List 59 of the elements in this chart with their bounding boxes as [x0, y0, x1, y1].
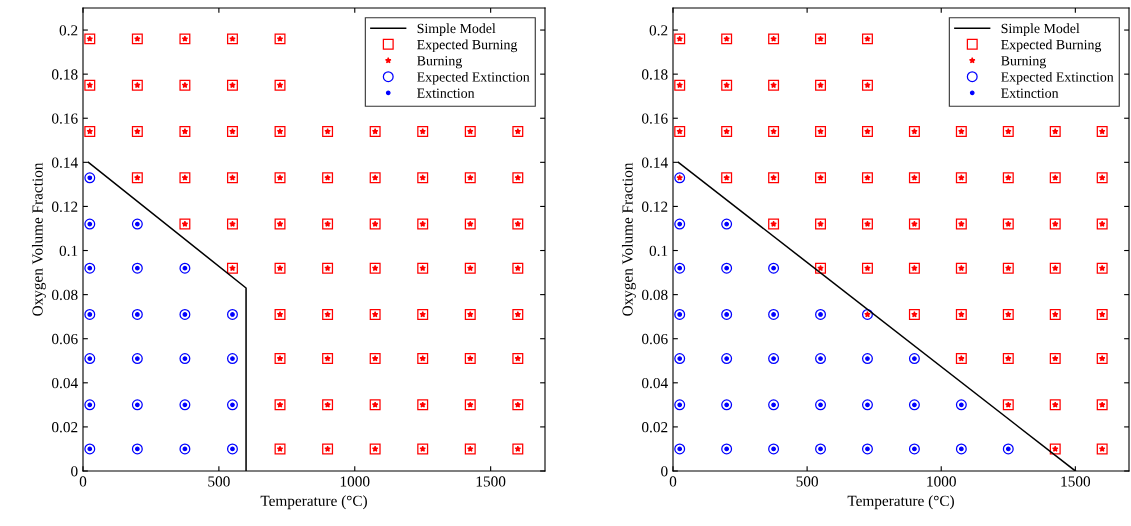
y-tick-label: 0.18 [641, 69, 668, 80]
y-tick-label: 0 [71, 466, 78, 477]
point [768, 262, 780, 274]
legend-label: Expected Extinction [417, 71, 530, 85]
legend-label: Simple Model [1001, 23, 1080, 36]
point [674, 308, 686, 320]
legend-label: Extinction [417, 88, 475, 98]
y-tick-label: 0.12 [51, 201, 78, 212]
y-tick-label: 0.18 [51, 69, 78, 80]
y-tick-label: 0.04 [51, 377, 78, 389]
y-tick-label: 0.12 [641, 201, 668, 212]
legend-label: Extinction [1001, 88, 1059, 98]
y-tick-label: 0.06 [51, 333, 78, 345]
point [815, 308, 827, 320]
x-tick-label: 1000 [927, 476, 956, 487]
x-tick-label: 1500 [1061, 476, 1091, 487]
point [861, 443, 873, 455]
x-tick-label: 0 [669, 476, 677, 487]
y-tick-label: 0.14 [641, 157, 668, 168]
legend-label: Burning [417, 56, 462, 69]
legend-label: Expected Extinction [1001, 71, 1114, 85]
point [226, 353, 238, 365]
x-tick-label: 0 [79, 476, 87, 487]
y-tick-label: 0.08 [641, 289, 668, 301]
y-tick-label: 0.04 [641, 377, 668, 389]
legend-label: Simple Model [417, 23, 496, 36]
legend-label: Burning [1001, 56, 1046, 69]
y-tick-label: 0.06 [641, 333, 668, 345]
y-tick-label: 0.2 [649, 25, 668, 36]
legend-label: Expected Burning [1001, 39, 1102, 53]
y-tick-label: 0.16 [641, 113, 668, 124]
y-tick-label: 0.02 [641, 422, 668, 433]
x-tick-label: 500 [796, 476, 818, 487]
x-axis-title: Temperature (°C) [847, 495, 954, 510]
point [908, 443, 920, 455]
y-tick-label: 0.1 [59, 245, 78, 257]
x-tick-label: 500 [208, 476, 230, 487]
point [721, 308, 733, 320]
y-axis-title: Oxygen Volume Fraction [31, 162, 46, 316]
legend-label: Expected Burning [417, 39, 518, 53]
x-axis-title: Temperature (°C) [260, 495, 367, 510]
point [179, 353, 191, 365]
y-axis-title: Oxygen Volume Fraction [621, 162, 636, 316]
y-tick-label: 0.1 [649, 245, 668, 257]
y-tick-label: 0 [661, 466, 668, 477]
y-tick-label: 0.2 [59, 25, 78, 36]
y-tick-label: 0.14 [51, 157, 78, 168]
y-tick-label: 0.16 [51, 113, 78, 124]
x-tick-label: 1000 [340, 476, 370, 487]
point [815, 443, 827, 455]
point [768, 443, 780, 455]
point [226, 399, 238, 411]
point [179, 308, 191, 320]
point [84, 353, 96, 365]
y-tick-label: 0.02 [51, 422, 78, 433]
y-tick-label: 0.08 [51, 289, 78, 301]
x-tick-label: 1500 [476, 476, 506, 487]
point [131, 353, 143, 365]
point [768, 308, 780, 320]
